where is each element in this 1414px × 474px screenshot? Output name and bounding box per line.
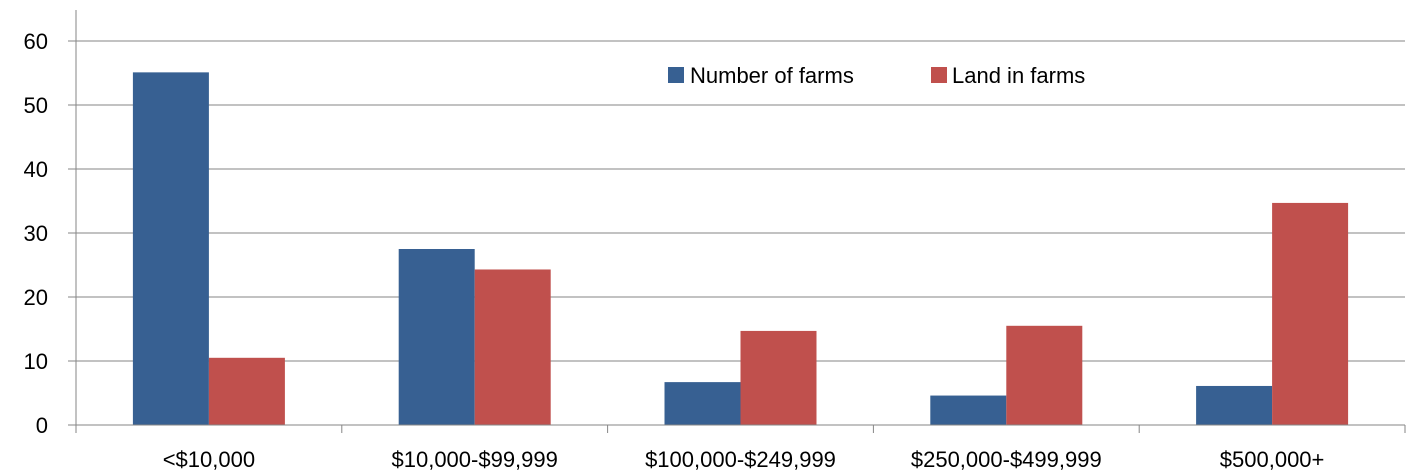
- legend-swatch-land-in-farms: [931, 67, 947, 83]
- y-tick-label: 60: [24, 29, 48, 54]
- bars: [132, 72, 1349, 426]
- x-tick-label: $250,000-$499,999: [911, 447, 1102, 472]
- y-tick-label: 20: [24, 285, 48, 310]
- y-tick-label: 10: [24, 349, 48, 374]
- legend-label-number-of-farms: Number of farms: [690, 63, 854, 88]
- y-tick-label: 30: [24, 221, 48, 246]
- x-axis-ticks: <$10,000 $10,000-$99,999 $100,000-$249,999…: [75, 425, 1406, 472]
- x-tick-label: $10,000-$99,999: [392, 447, 558, 472]
- bar-number-of-farms-4: [1196, 385, 1273, 425]
- legend-swatch-number-of-farms: [668, 67, 684, 83]
- x-tick-label: <$10,000: [163, 447, 255, 472]
- y-axis-ticks: 0 10 20 30 40 50 60: [24, 29, 76, 438]
- y-tick-label: 40: [24, 157, 48, 182]
- bar-land-in-farms-4: [1272, 202, 1349, 425]
- y-tick-label: 0: [36, 413, 48, 438]
- bar-number-of-farms-1: [398, 249, 475, 425]
- x-tick-label: $100,000-$249,999: [645, 447, 836, 472]
- bar-number-of-farms-2: [664, 382, 741, 425]
- bar-land-in-farms-0: [208, 357, 285, 425]
- axes: [75, 10, 1405, 426]
- legend-label-land-in-farms: Land in farms: [952, 63, 1085, 88]
- gridlines: [76, 40, 1405, 362]
- bar-land-in-farms-3: [1006, 325, 1083, 425]
- bar-number-of-farms-0: [132, 72, 209, 426]
- legend: Number of farms Land in farms: [668, 63, 1085, 88]
- bar-land-in-farms-2: [740, 330, 817, 425]
- x-tick-label: $500,000+: [1220, 447, 1325, 472]
- y-tick-label: 50: [24, 93, 48, 118]
- bar-number-of-farms-3: [930, 395, 1007, 425]
- bar-land-in-farms-1: [474, 269, 551, 425]
